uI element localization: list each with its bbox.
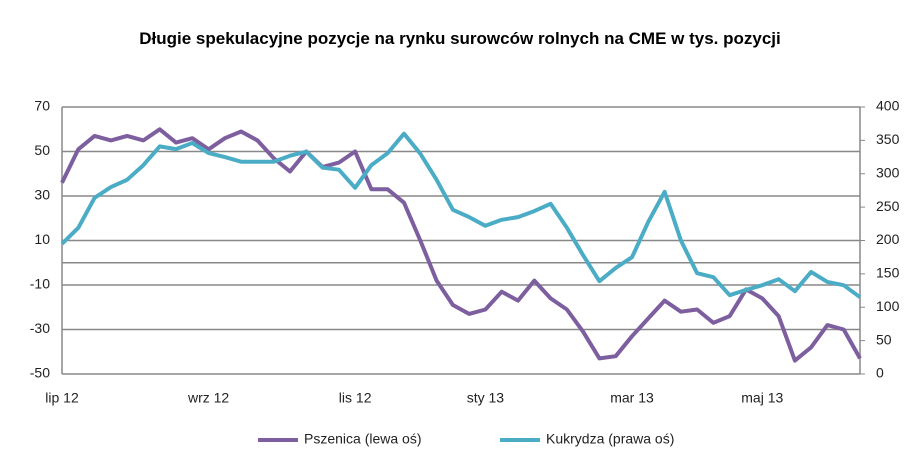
y2-tick-label: 50 xyxy=(876,331,892,347)
y2-tick-label: 200 xyxy=(876,231,900,247)
y2-tick-label: 300 xyxy=(876,164,900,180)
x-tick-label: lis 12 xyxy=(339,390,372,406)
x-tick-label: wrz 12 xyxy=(187,390,229,406)
y-tick-label: -50 xyxy=(30,365,50,381)
y-tick-label: -10 xyxy=(30,276,50,292)
legend-label: Kukrydza (prawa oś) xyxy=(546,431,674,447)
x-tick-label: lip 12 xyxy=(45,390,79,406)
y-tick-label: 30 xyxy=(34,187,50,203)
chart-title: Długie spekulacyjne pozycje na rynku sur… xyxy=(139,29,781,48)
y-tick-label: 70 xyxy=(34,98,50,114)
series-line xyxy=(60,131,862,299)
y2-tick-label: 350 xyxy=(876,131,900,147)
series-line xyxy=(60,127,862,363)
y2-tick-label: 400 xyxy=(876,98,900,114)
y-tick-label: 50 xyxy=(34,142,50,158)
y-tick-label: 10 xyxy=(34,231,50,247)
x-tick-label: mar 13 xyxy=(610,390,654,406)
y-tick-label: -30 xyxy=(30,320,50,336)
y2-tick-label: 0 xyxy=(876,365,884,381)
legend-label: Pszenica (lewa oś) xyxy=(304,431,422,447)
y2-tick-label: 100 xyxy=(876,298,900,314)
x-tick-label: sty 13 xyxy=(467,390,505,406)
x-tick-label: maj 13 xyxy=(741,390,783,406)
y2-tick-label: 150 xyxy=(876,265,900,281)
y2-tick-label: 250 xyxy=(876,198,900,214)
